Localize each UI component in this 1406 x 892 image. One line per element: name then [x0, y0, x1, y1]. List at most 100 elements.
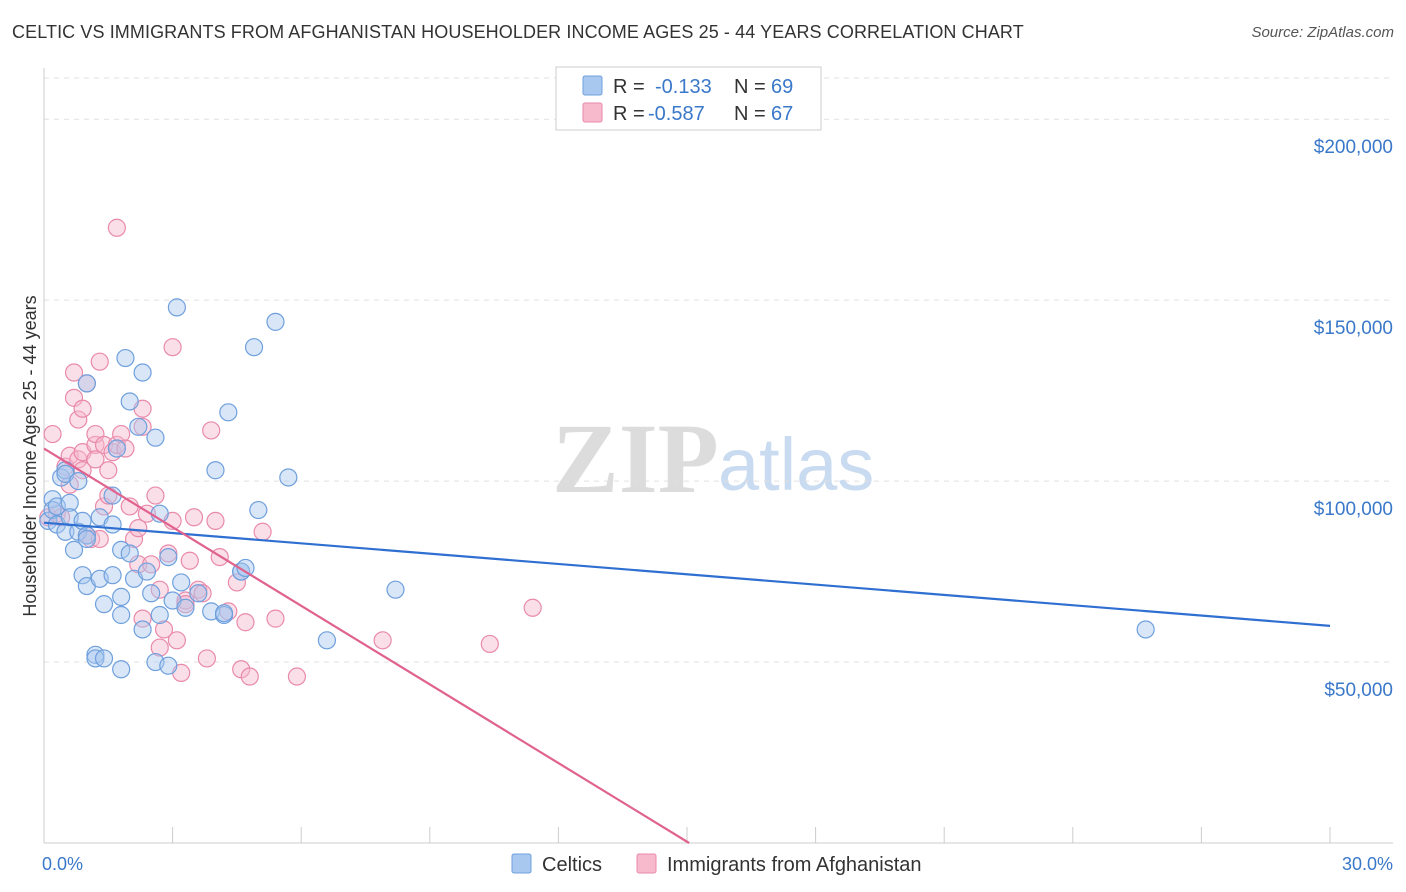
celtic-point-67 [1136, 620, 1155, 639]
afghanistan-trend-line [43, 447, 690, 844]
celtic-point-48 [159, 656, 178, 675]
celtic-point-9 [60, 493, 79, 512]
celtic-points [39, 298, 1155, 679]
celtic-point-61 [244, 338, 264, 357]
celtic-point-57 [219, 403, 238, 422]
afghanistan-point-29 [112, 424, 131, 444]
afghanistan-point-63 [253, 522, 272, 541]
celtic-point-25 [94, 649, 114, 668]
celtic-point-27 [103, 515, 122, 534]
bottom-legend-label-celtics: Celtics [542, 854, 602, 876]
celtic-point-64 [279, 468, 298, 487]
watermark-atlas: atlas [718, 423, 874, 506]
celtic-point-40 [133, 363, 152, 382]
afghanistan-point-64 [266, 609, 285, 628]
celtic-point-55 [206, 461, 225, 480]
afghanistan-point-68 [523, 598, 542, 617]
bottom-legend-swatch-afghanistan [636, 853, 657, 874]
celtic-point-68 [214, 604, 234, 623]
celtic-point-31 [112, 587, 131, 607]
afghanistan-point-13 [73, 399, 92, 418]
celtic-point-29 [107, 439, 126, 458]
celtic-point-18 [77, 529, 96, 549]
celtic-point-36 [120, 544, 139, 563]
celtic-point-53 [189, 584, 208, 603]
celtic-point-62 [249, 500, 268, 520]
celtic-point-50 [167, 298, 186, 317]
afghanistan-point-55 [197, 649, 216, 668]
legend-n-label-celtics: N = [734, 76, 766, 98]
celtic-point-43 [146, 428, 165, 447]
afghanistan-point-35 [133, 609, 152, 628]
afghanistan-point-47 [167, 631, 186, 650]
celtic-point-33 [112, 660, 131, 679]
afghanistan-point-52 [184, 508, 204, 527]
celtic-point-45 [150, 605, 169, 625]
afghanistan-point-1 [43, 424, 62, 444]
legend-r-value-celtics: -0.133 [655, 76, 712, 98]
celtic-point-63 [266, 312, 285, 331]
afghanistan-point-41 [150, 638, 169, 657]
celtic-point-39 [133, 620, 152, 639]
watermark-zip: ZIP [552, 403, 719, 514]
afghanistan-point-51 [180, 551, 199, 570]
celtic-point-32 [112, 605, 131, 625]
celtic-point-41 [137, 562, 156, 581]
legend-r-label-afghanistan: R = [613, 103, 645, 125]
afghanistan-point-59 [227, 573, 246, 592]
celtic-point-28 [103, 566, 122, 585]
y-tick-label-2: $150,000 [1314, 318, 1393, 339]
afghanistan-point-56 [202, 421, 221, 440]
chart-title: CELTIC VS IMMIGRANTS FROM AFGHANISTAN HO… [12, 22, 1024, 42]
afghanistan-point-24 [99, 461, 118, 480]
afghanistan-point-66 [373, 631, 392, 650]
series-legend: Celtics Immigrants from Afghanistan [511, 853, 922, 876]
afghanistan-point-28 [107, 218, 126, 237]
afghanistan-point-9 [69, 410, 88, 429]
afghanistan-point-8 [64, 363, 84, 382]
afghanistan-point-19 [86, 450, 105, 469]
afghanistan-point-43 [154, 620, 174, 639]
y-tick-label-3: $200,000 [1314, 137, 1393, 158]
afghanistan-point-36 [133, 417, 152, 436]
celtic-point-38 [129, 417, 148, 436]
afghanistan-point-65 [287, 667, 307, 686]
legend-swatch-celtics [582, 75, 603, 96]
celtic-point-52 [176, 598, 195, 617]
afghanistan-point-62 [240, 667, 259, 686]
afghanistan-point-20 [90, 352, 109, 371]
afghanistan-point-40 [146, 486, 165, 505]
celtic-point-24 [94, 595, 114, 614]
legend-n-value-celtics: 69 [771, 76, 793, 98]
y-axis-label: Householder Income Ages 25 - 44 years [20, 295, 40, 616]
y-tick-label-1: $100,000 [1314, 499, 1393, 520]
celtic-point-65 [317, 631, 337, 650]
bottom-legend-label-afghanistan: Immigrants from Afghanistan [667, 854, 922, 876]
afghanistan-point-67 [480, 634, 499, 654]
legend-r-label-celtics: R = [613, 76, 645, 98]
celtic-point-11 [64, 540, 84, 559]
afghanistan-point-69 [206, 511, 225, 531]
celtic-point-12 [69, 471, 88, 491]
celtic-point-7 [56, 522, 75, 541]
correlation-legend: R = -0.133 N = 69 R = -0.587 N = 67 [555, 66, 822, 131]
afghanistan-point-45 [163, 338, 182, 357]
celtic-trend-line [43, 521, 1331, 627]
afghanistan-point-54 [193, 584, 212, 603]
legend-r-value-afghanistan: -0.587 [648, 103, 705, 125]
y-tick-labels: $50,000 $100,000 $150,000 $200,000 [1314, 137, 1393, 701]
x-tick-label-max: 30.0% [1342, 854, 1393, 874]
celtic-point-34 [116, 348, 135, 368]
celtic-point-16 [77, 374, 96, 393]
y-tick-label-0: $50,000 [1324, 680, 1393, 701]
celtic-point-60 [236, 558, 255, 578]
bottom-legend-swatch-celtics [511, 853, 532, 874]
trend-lines [43, 447, 1331, 844]
celtic-point-35 [120, 392, 139, 411]
celtic-point-51 [172, 573, 191, 592]
source-label: Source: ZipAtlas.com [1251, 24, 1394, 41]
legend-n-label-afghanistan: N = [734, 103, 766, 125]
celtic-point-42 [142, 584, 161, 603]
celtic-point-14 [73, 566, 92, 585]
